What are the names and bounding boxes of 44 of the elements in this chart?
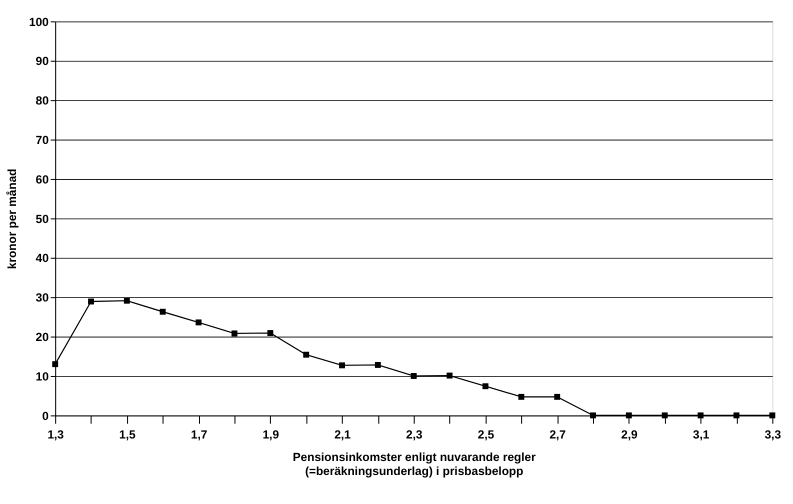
x-tick-label: 2,3 xyxy=(406,428,423,442)
point xyxy=(196,319,202,326)
x-tick-label: 1,5 xyxy=(119,428,136,442)
point xyxy=(734,412,740,418)
y-tick-label: 90 xyxy=(36,54,50,68)
y-tick-label: 50 xyxy=(36,212,50,226)
point xyxy=(410,373,417,379)
y-tick-label: 40 xyxy=(36,251,50,266)
point xyxy=(231,330,238,336)
x-tick-label: 1,9 xyxy=(262,428,280,442)
point xyxy=(482,383,488,390)
y-tick-label: 30 xyxy=(36,290,50,305)
y-tick-label: 60 xyxy=(36,172,50,186)
point xyxy=(554,394,560,400)
x-tick-label: 2,5 xyxy=(478,428,495,442)
point xyxy=(698,412,704,418)
point xyxy=(662,412,668,418)
y-tick-label: 100 xyxy=(29,14,50,29)
x-axis-title: Pensionsinkomster enligt nuvarande regler (=beräkningsunderlag) i prisbasbelopp xyxy=(292,450,536,478)
y-tick-label: 10 xyxy=(36,369,50,384)
y-tick-label: 0 xyxy=(42,408,50,423)
y-tick-label: 80 xyxy=(36,94,50,108)
x-tick-label: 1,3 xyxy=(47,428,64,442)
x-tick-label: 3,3 xyxy=(764,428,782,442)
x-tick-label: 2,9 xyxy=(621,428,638,442)
point xyxy=(267,330,274,336)
point xyxy=(339,362,345,368)
x-tick-label: 3,1 xyxy=(692,428,710,442)
point xyxy=(626,412,632,418)
x-tick-label: 2,7 xyxy=(549,428,566,442)
point xyxy=(590,412,596,418)
point xyxy=(124,298,130,304)
point xyxy=(769,412,776,418)
point xyxy=(518,394,524,400)
y-tick-label: 20 xyxy=(36,330,50,344)
y-axis-title: kronor per månad xyxy=(5,168,20,270)
point xyxy=(446,372,453,379)
point xyxy=(52,361,58,368)
point xyxy=(88,298,94,304)
point xyxy=(374,362,381,368)
x-tick-label: 2,1 xyxy=(334,428,352,442)
point xyxy=(303,352,310,358)
x-tick-label: 1,7 xyxy=(190,428,208,442)
y-tick-label: 70 xyxy=(36,132,50,147)
